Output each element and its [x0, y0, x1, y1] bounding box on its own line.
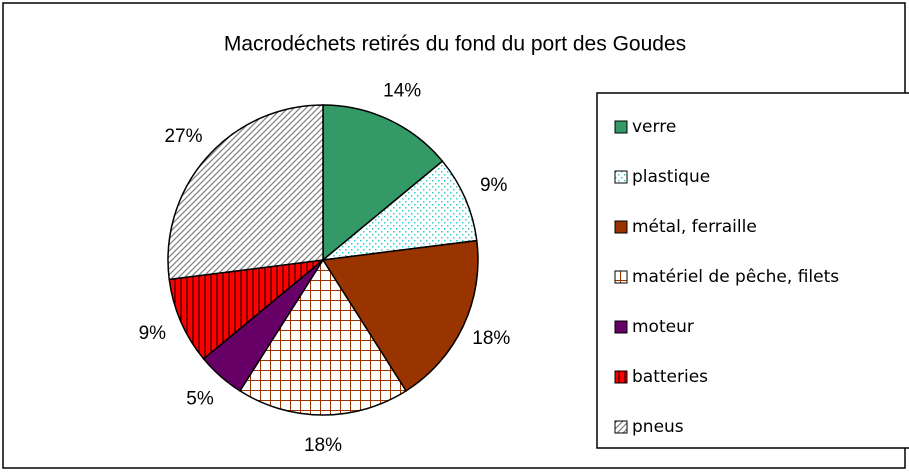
pie-slice [321, 239, 479, 392]
legend-swatch [614, 370, 628, 384]
legend-swatch [614, 270, 628, 284]
data-label: 9% [480, 175, 508, 196]
pie-slice [320, 160, 478, 262]
data-label: 5% [186, 389, 214, 410]
legend-label: pneus [632, 417, 684, 437]
legend-swatch [614, 220, 628, 234]
pie-slice [167, 104, 324, 281]
legend-label: verre [632, 117, 676, 137]
pie-slice [322, 104, 444, 262]
pie-slice [168, 258, 326, 360]
legend-box [596, 92, 909, 449]
chart-title: Macrodéchets retirés du fond du port des… [224, 33, 686, 56]
legend-label: plastique [632, 167, 710, 187]
legend-swatch [614, 120, 628, 134]
data-label: 9% [139, 323, 167, 344]
legend-label: matériel de pêche, filets [632, 267, 839, 287]
legend-label: métal, ferraille [632, 217, 757, 237]
legend-swatch [614, 170, 628, 184]
legend-label: moteur [632, 317, 694, 337]
legend-swatch [614, 320, 628, 334]
legend-swatch [614, 420, 628, 434]
legend-label: batteries [632, 367, 708, 387]
data-label: 18% [304, 435, 342, 456]
pie-slice [238, 258, 408, 416]
data-label: 14% [383, 81, 421, 102]
data-label: 27% [164, 126, 202, 147]
data-label: 18% [472, 328, 510, 349]
